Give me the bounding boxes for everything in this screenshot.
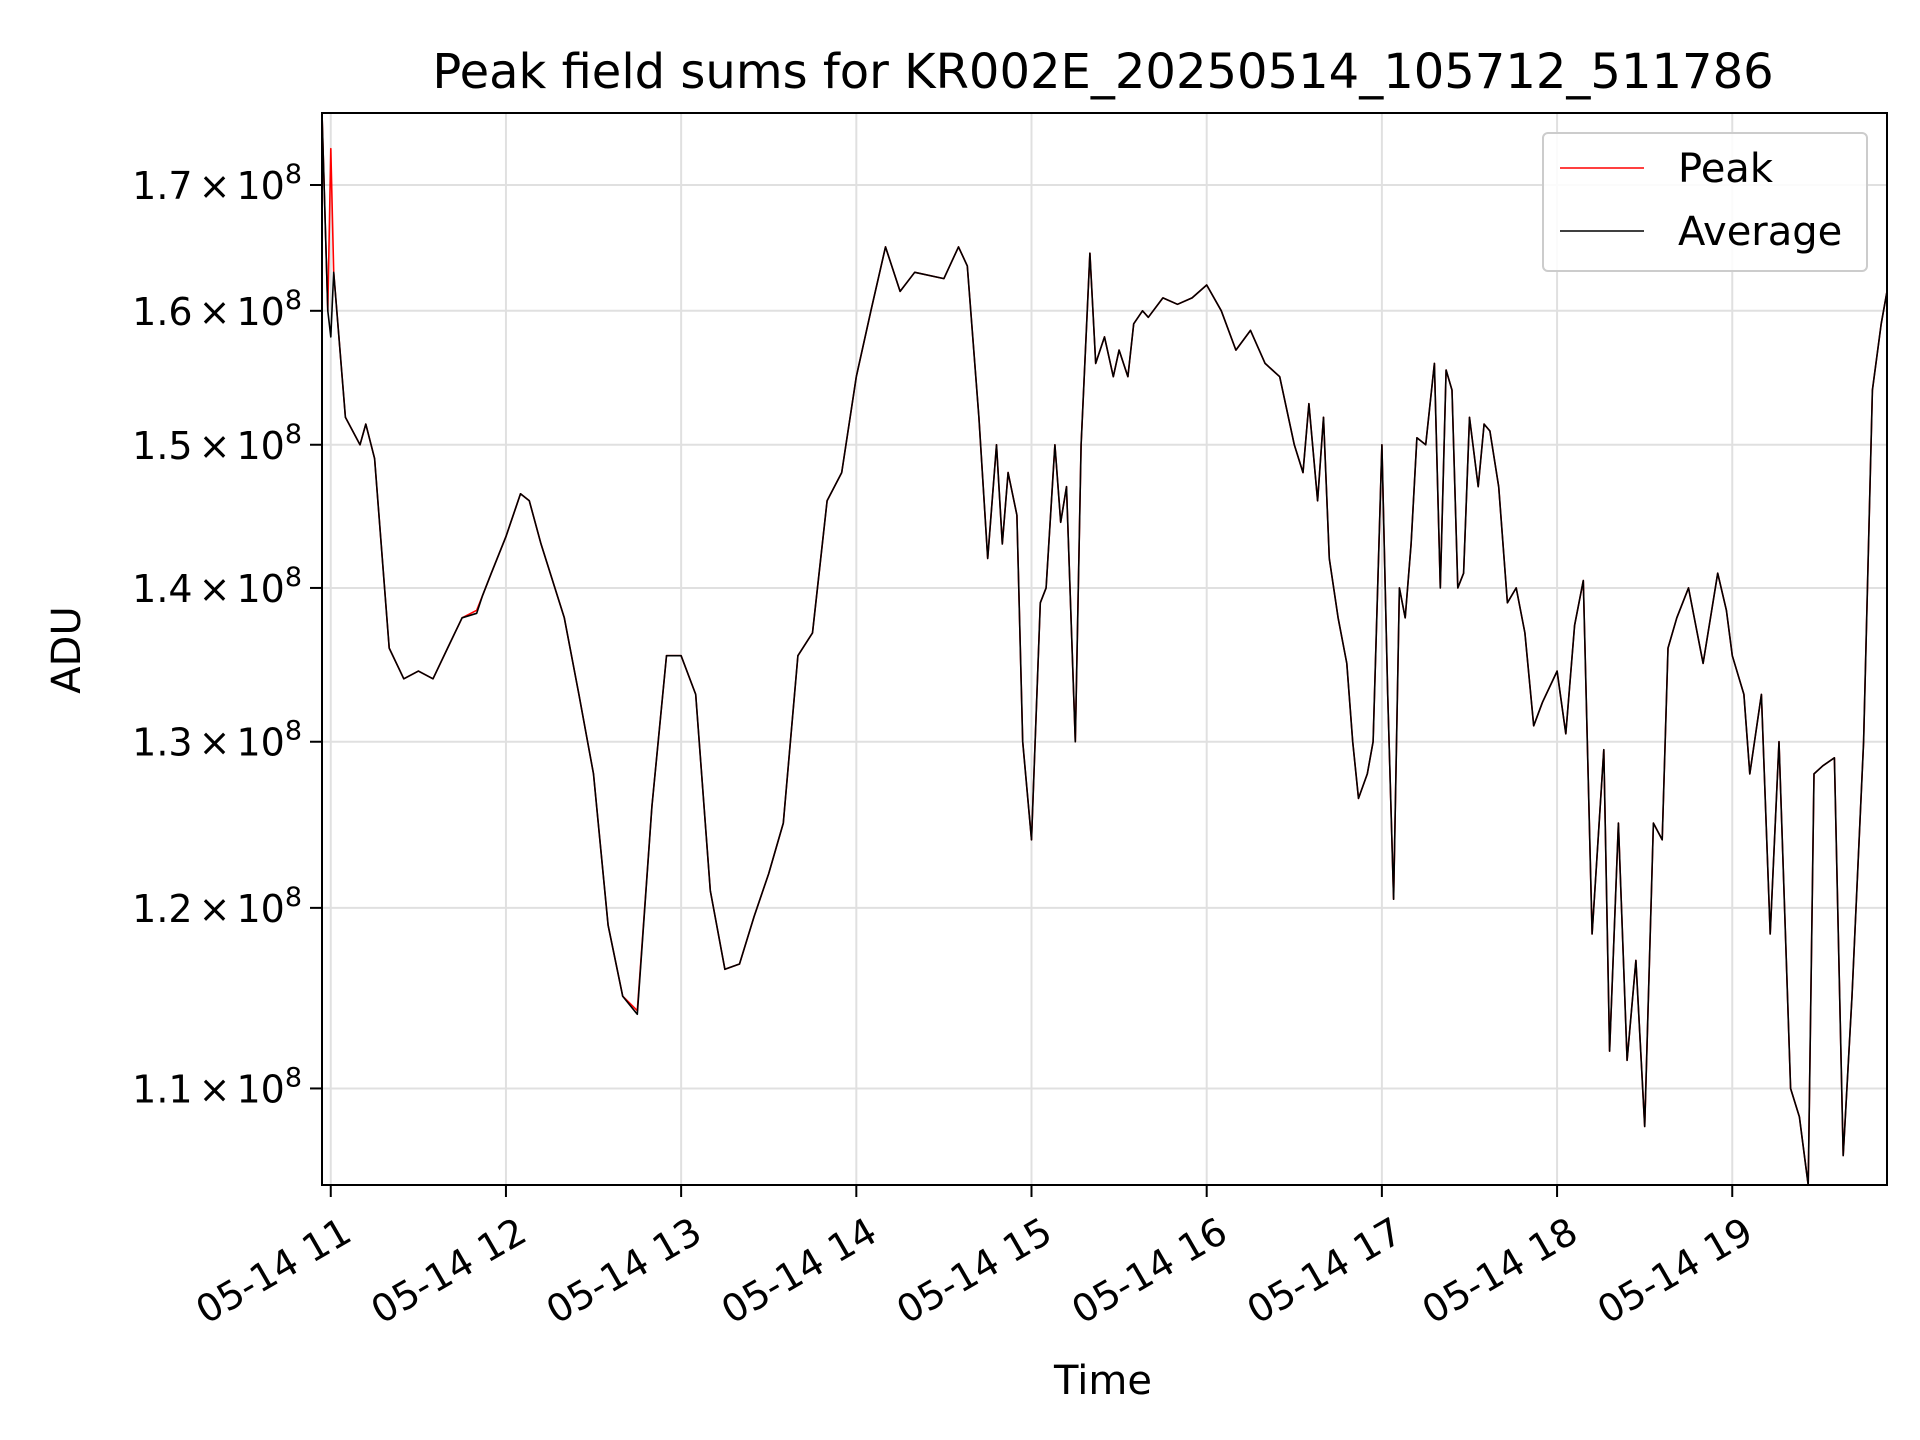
y-tick-label: 1.1 × 108 (132, 1062, 302, 1111)
x-axis-label: Time (1053, 1358, 1152, 1404)
y-tick-label: 1.3 × 108 (132, 716, 302, 765)
legend-peak-label: Peak (1678, 146, 1774, 192)
y-tick-label: 1.4 × 108 (132, 562, 302, 611)
chart-title: Peak field sums for KR002E_20250514_1057… (432, 44, 1773, 100)
series-line-average (322, 113, 1887, 1185)
y-tick-label: 1.7 × 108 (132, 159, 302, 208)
legend: Peak Average (1542, 132, 1868, 272)
y-axis: 1.1 × 108 1.2 × 108 1.3 × 108 1.4 × 108 1.5 × 108 1.6 × 1… (132, 159, 322, 1111)
y-tick-label: 1.5 × 108 (132, 419, 302, 468)
plot-frame (321, 112, 1888, 1186)
y-axis-label: ADU (44, 606, 90, 693)
legend-average-label: Average (1678, 209, 1842, 255)
y-tick-label: 1.6 × 108 (132, 285, 302, 334)
series-layer (322, 113, 1887, 1185)
grid (322, 113, 1887, 1185)
y-tick-label: 1.2 × 108 (132, 882, 302, 931)
